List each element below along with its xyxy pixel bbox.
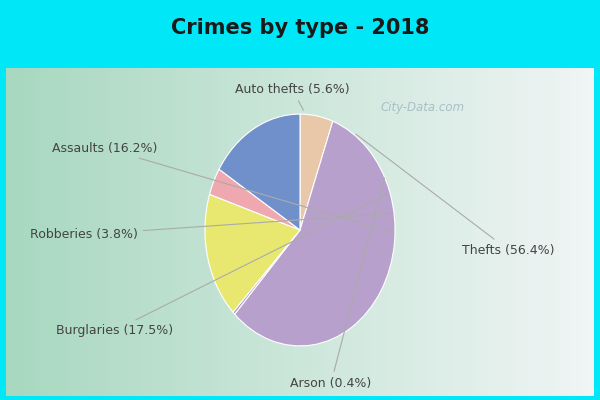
Text: Arson (0.4%): Arson (0.4%) <box>290 178 385 390</box>
Text: Robberies (3.8%): Robberies (3.8%) <box>30 214 392 241</box>
Wedge shape <box>209 169 300 230</box>
Text: Crimes by type - 2018: Crimes by type - 2018 <box>171 18 429 38</box>
Text: Burglaries (17.5%): Burglaries (17.5%) <box>56 193 389 337</box>
Text: Assaults (16.2%): Assaults (16.2%) <box>52 142 394 233</box>
Text: Auto thefts (5.6%): Auto thefts (5.6%) <box>235 82 350 110</box>
Wedge shape <box>300 114 333 230</box>
Wedge shape <box>219 114 300 230</box>
Text: City-Data.com: City-Data.com <box>380 101 464 114</box>
Wedge shape <box>233 230 300 314</box>
Text: Thefts (56.4%): Thefts (56.4%) <box>356 134 555 256</box>
Wedge shape <box>235 121 395 346</box>
Wedge shape <box>205 194 300 312</box>
